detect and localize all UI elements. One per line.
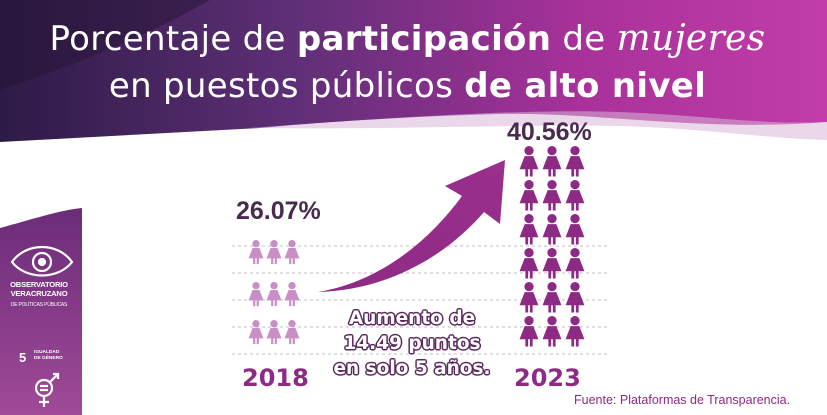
woman-icon <box>266 320 282 345</box>
title-text: en puestos públicos <box>108 66 465 106</box>
woman-icon <box>565 214 585 245</box>
woman-icon <box>542 248 562 279</box>
title-text: Porcentaje de <box>49 19 297 59</box>
logo-subtitle: DE POLÍTICAS PÚBLICAS <box>10 302 68 308</box>
year-label-2018: 2018 <box>242 364 309 392</box>
source-note: Fuente: Plataformas de Transparencia. <box>574 393 791 407</box>
page-title-line-1: Porcentaje de participación de mujeres <box>0 18 821 59</box>
caption-line-2: 14.49 puntos <box>343 333 481 354</box>
woman-icon <box>519 180 539 211</box>
woman-icon <box>284 282 300 307</box>
gender-equality-icon <box>34 372 60 407</box>
woman-icon <box>266 282 282 307</box>
woman-icon <box>248 282 264 307</box>
woman-icon <box>266 240 282 265</box>
woman-icon <box>542 214 562 245</box>
woman-icon <box>565 282 585 313</box>
title-emphasis: participación <box>296 19 552 59</box>
woman-icon <box>565 146 585 177</box>
sdg-label-line-1: IGUALDAD <box>34 350 60 355</box>
woman-icon <box>519 282 539 313</box>
woman-icon <box>542 316 562 347</box>
percentage-2023: 40.56% <box>507 118 592 146</box>
woman-icon <box>565 316 585 347</box>
woman-icon <box>519 316 539 347</box>
woman-icon <box>519 146 539 177</box>
title-emphasis: de alto nivel <box>464 66 707 106</box>
woman-icon <box>519 214 539 245</box>
sdg-number: 5 <box>19 350 27 365</box>
page-title-line-2: en puestos públicos de alto nivel <box>0 66 821 106</box>
woman-icon <box>565 248 585 279</box>
eye-icon <box>10 246 74 277</box>
sdg-label: IGUALDAD DE GÉNERO <box>34 350 70 362</box>
woman-icon <box>542 180 562 211</box>
figures-2018 <box>248 240 300 345</box>
logo-name-line-1: OBSERVATORIO <box>10 280 68 289</box>
caption-line-1: Aumento de <box>348 308 476 329</box>
upward-arrow-icon <box>318 160 505 292</box>
logo-name-line-2: VERACRUZANO <box>10 288 68 298</box>
woman-icon <box>248 320 264 345</box>
increase-caption: Aumento de 14.49 puntos en solo 5 años. <box>327 306 497 381</box>
year-label-2023: 2023 <box>514 364 581 392</box>
header-banner <box>0 0 827 142</box>
sdg-label-line-2: DE GÉNERO <box>34 356 63 361</box>
logo-name: OBSERVATORIO VERACRUZANO <box>8 280 70 298</box>
percentage-2018: 26.07% <box>236 197 321 225</box>
sidebar-panel <box>0 208 82 415</box>
woman-icon <box>542 282 562 313</box>
woman-icon <box>248 240 264 265</box>
woman-icon <box>519 248 539 279</box>
woman-icon <box>565 180 585 211</box>
figures-2023 <box>519 146 585 347</box>
caption-line-3: en solo 5 años. <box>333 358 491 379</box>
woman-icon <box>284 320 300 345</box>
title-script-word: mujeres <box>616 18 766 59</box>
header-swoosh <box>250 111 827 140</box>
woman-icon <box>542 146 562 177</box>
title-text: de <box>551 19 617 59</box>
woman-icon <box>284 240 300 265</box>
